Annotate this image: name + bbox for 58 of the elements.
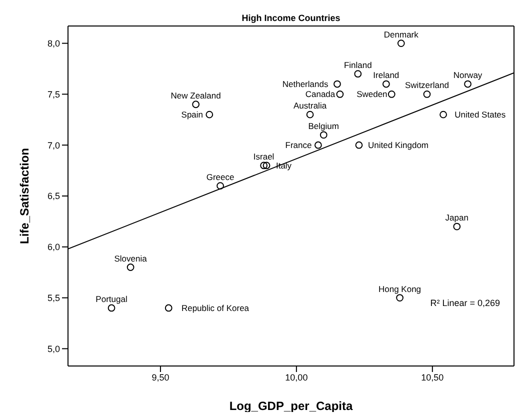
point bbox=[388, 90, 396, 98]
point bbox=[355, 141, 363, 149]
point bbox=[396, 294, 404, 302]
annotation: Japan bbox=[445, 212, 469, 223]
point bbox=[336, 90, 344, 98]
point bbox=[320, 131, 328, 139]
annotation: Sweden bbox=[356, 89, 388, 100]
point bbox=[464, 80, 472, 88]
annotation: United States bbox=[454, 110, 506, 120]
y-tick-label: 5,5 bbox=[47, 292, 60, 303]
annotation: Finland bbox=[344, 60, 372, 70]
annotation: United Kingdom bbox=[368, 140, 429, 150]
y-tick-label: 6,0 bbox=[47, 242, 60, 252]
annotation: Greece bbox=[206, 172, 234, 182]
annotation: France bbox=[285, 140, 312, 150]
annotation: R² Linear = 0,269 bbox=[430, 298, 500, 308]
point bbox=[126, 264, 134, 271]
annotation: Netherlands bbox=[282, 79, 328, 90]
point bbox=[206, 110, 214, 118]
point bbox=[306, 110, 314, 118]
y-tick-label: 5,0 bbox=[47, 344, 60, 354]
annotation: Belgium bbox=[308, 120, 339, 131]
y-tick-label: 6,5 bbox=[47, 191, 60, 202]
annotation: Norway bbox=[453, 70, 483, 80]
point bbox=[440, 110, 447, 118]
annotation: New Zealand bbox=[170, 90, 222, 100]
point bbox=[216, 182, 224, 190]
annotation: Hong Kong bbox=[378, 284, 422, 294]
annotation: Republic of Korea bbox=[181, 302, 250, 313]
annotation: Canada bbox=[305, 89, 336, 100]
point bbox=[262, 162, 270, 170]
annotation: Australia bbox=[294, 100, 327, 111]
annotation: Switzerland bbox=[405, 80, 450, 90]
annotation: Ireland bbox=[373, 70, 400, 80]
x-tick-label: 9,50 bbox=[152, 372, 170, 382]
point bbox=[397, 40, 405, 48]
point bbox=[382, 80, 390, 88]
y-tick-label: 8,0 bbox=[47, 38, 60, 48]
y-tick-label: 7,5 bbox=[47, 89, 60, 100]
point bbox=[354, 70, 362, 78]
point bbox=[453, 222, 461, 230]
point bbox=[108, 304, 116, 312]
y-tick-label: 7,0 bbox=[47, 140, 60, 150]
y-axis-title: Life_Satisfaction bbox=[17, 148, 32, 244]
annotation: Portugal bbox=[96, 294, 128, 304]
annotation: Slovenia bbox=[114, 253, 148, 264]
point bbox=[334, 80, 341, 88]
point bbox=[314, 141, 322, 149]
annotation: Spain bbox=[181, 110, 204, 120]
point bbox=[423, 90, 431, 98]
point bbox=[260, 162, 268, 170]
x-tick-label: 10,00 bbox=[285, 372, 308, 382]
annotation: Israel bbox=[253, 151, 274, 162]
annotation: Denmark bbox=[384, 29, 420, 40]
chart-title: High Income Countries bbox=[242, 13, 340, 23]
point bbox=[192, 100, 200, 108]
point bbox=[164, 304, 172, 312]
x-tick-label: 10,50 bbox=[421, 372, 444, 382]
